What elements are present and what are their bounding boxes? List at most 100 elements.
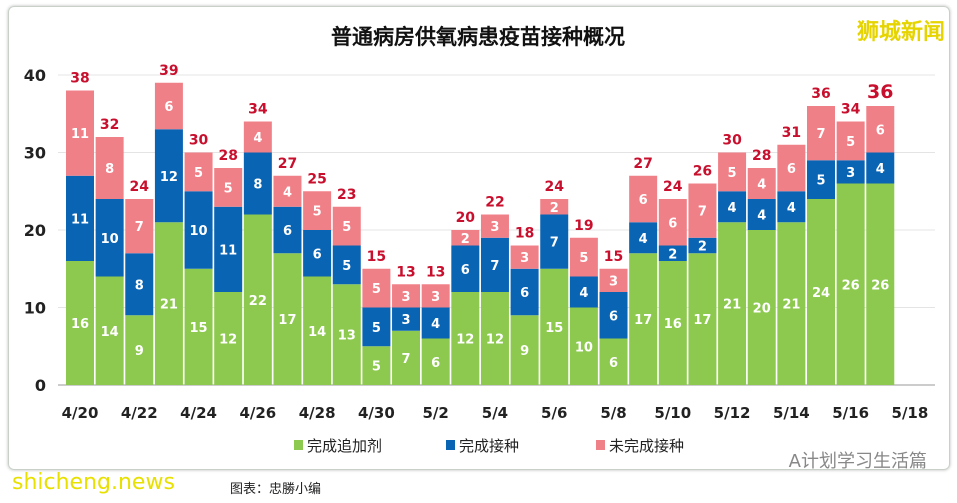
segment-label: 8 (135, 278, 144, 293)
bar-segment (451, 230, 480, 246)
segment-label: 3 (431, 290, 440, 305)
bar-segment (807, 160, 835, 199)
bar-segment (688, 237, 717, 254)
total-label: 15 (367, 249, 386, 265)
x-tick-label: 5/6 (541, 404, 567, 422)
bar-segment (866, 106, 895, 153)
bar-segment (273, 253, 302, 385)
bar-segment (214, 168, 243, 207)
segment-label: 17 (634, 313, 652, 328)
total-label: 36 (867, 81, 893, 103)
segment-label: 3 (402, 313, 411, 328)
total-label: 24 (130, 179, 150, 195)
bar-segment (66, 90, 94, 176)
x-tick-label: 5/16 (832, 404, 869, 422)
x-tick-label: 5/12 (714, 404, 751, 422)
segment-label: 26 (842, 278, 860, 293)
bar-segment (836, 183, 865, 385)
segment-label: 4 (876, 162, 885, 177)
x-tick-label: 4/24 (180, 404, 217, 422)
bar-segment (688, 183, 717, 238)
bar-segment (718, 191, 747, 223)
segment-label: 6 (520, 286, 529, 301)
segment-label: 5 (816, 174, 825, 189)
segment-label: 8 (253, 178, 262, 193)
total-label: 28 (218, 148, 237, 164)
bar-segment (777, 191, 806, 223)
total-label: 15 (604, 249, 623, 265)
bar-segment (510, 315, 539, 385)
total-label: 31 (782, 125, 801, 141)
total-label: 27 (633, 156, 652, 172)
legend-swatch (596, 440, 605, 450)
segment-label: 10 (575, 340, 593, 355)
bar-segment (362, 307, 391, 347)
segment-label: 7 (816, 127, 825, 142)
segment-label: 14 (308, 325, 326, 340)
bar-segment (629, 253, 658, 385)
bar-segment (421, 284, 450, 308)
segment-label: 6 (876, 123, 885, 138)
bar-segment (480, 237, 509, 292)
bar-segment (332, 284, 361, 385)
segment-label: 12 (456, 333, 474, 348)
bar-segment (510, 245, 539, 269)
x-tick-label: 4/22 (121, 404, 158, 422)
y-tick-label: 40 (24, 66, 46, 85)
segment-label: 7 (135, 220, 144, 235)
segment-label: 6 (609, 356, 618, 371)
segment-label: 4 (431, 317, 440, 332)
segment-label: 12 (219, 333, 237, 348)
segment-label: 6 (609, 309, 618, 324)
bar-segment (154, 82, 183, 130)
bar-segment (332, 206, 361, 246)
segment-label: 7 (698, 205, 707, 220)
segment-label: 16 (664, 317, 682, 332)
x-tick-label: 5/2 (423, 404, 449, 422)
segment-label: 15 (545, 321, 563, 336)
segment-label: 5 (372, 321, 381, 336)
watermark-bottom-left: shicheng.news (12, 470, 175, 495)
total-label: 24 (663, 179, 683, 195)
segment-label: 2 (698, 240, 707, 255)
bar-segment (480, 292, 509, 385)
segment-label: 5 (846, 135, 855, 150)
bar-segment (332, 245, 361, 285)
total-label: 24 (544, 179, 564, 195)
segment-label: 11 (71, 212, 89, 227)
segment-label: 17 (278, 313, 296, 328)
x-tick-label: 5/14 (773, 404, 810, 422)
bar-segment (154, 222, 183, 385)
bar-segment (866, 183, 895, 385)
segment-label: 3 (490, 220, 499, 235)
bar-segment (540, 268, 569, 385)
legend-label: 完成追加剂 (307, 437, 382, 455)
segment-label: 15 (190, 321, 208, 336)
bar-segment (214, 292, 243, 385)
bar-segment (599, 338, 628, 385)
segment-label: 3 (520, 251, 529, 266)
total-label: 28 (752, 148, 771, 164)
bar-segment (125, 199, 154, 254)
bar-segment (777, 144, 806, 192)
bar-segment (569, 307, 598, 385)
bar-segment (747, 230, 776, 385)
bar-segment (184, 152, 213, 192)
bar-segment (362, 268, 391, 308)
bar-segment (658, 199, 687, 246)
bar-segment (658, 261, 687, 385)
total-label: 22 (485, 195, 504, 211)
bar-segment (392, 307, 421, 331)
bar-segment (836, 121, 865, 161)
segment-label: 5 (579, 251, 588, 266)
segment-label: 5 (342, 220, 351, 235)
bar-segment (807, 106, 835, 161)
x-tick-label: 4/28 (299, 404, 336, 422)
segment-label: 7 (490, 259, 499, 274)
bar-segment (599, 268, 628, 292)
legend-swatch (294, 440, 303, 450)
segment-label: 21 (160, 298, 178, 313)
bar-segment (540, 199, 569, 215)
total-label: 13 (426, 264, 445, 280)
chart-title: 普通病房供氧病患疫苗接种概况 (331, 25, 625, 49)
